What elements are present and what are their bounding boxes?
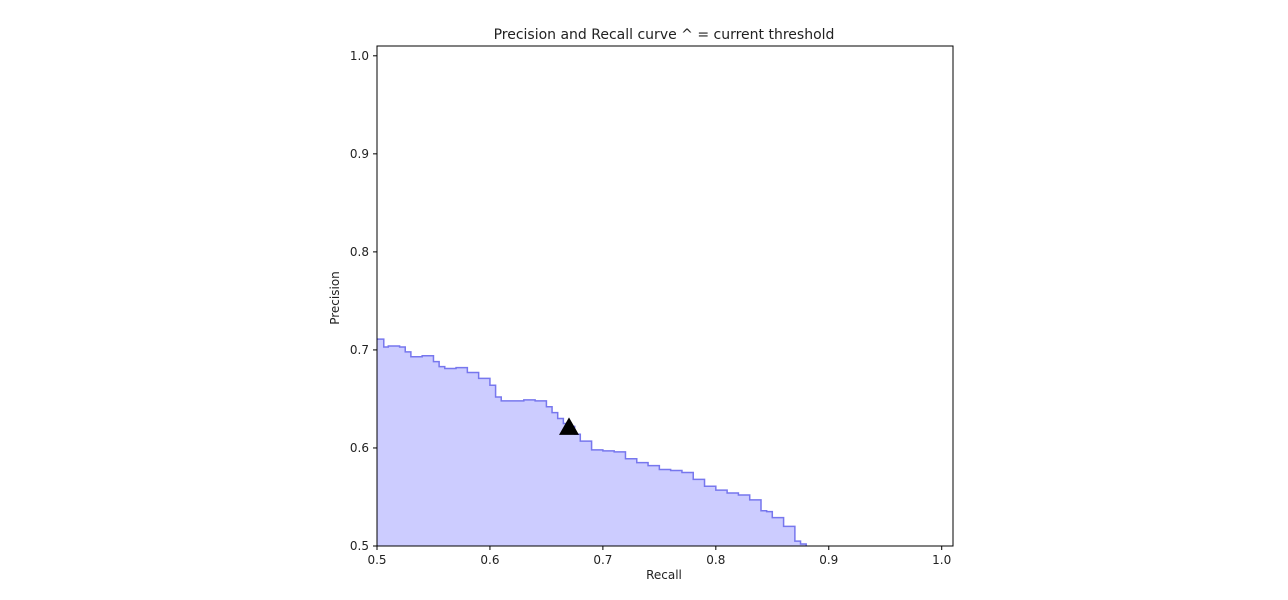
x-tick-label: 1.0 [932,553,951,567]
plot-frame [376,45,954,547]
x-tick-label: 0.9 [819,553,838,567]
y-tick-label: 0.7 [350,343,369,357]
x-tick-label: 0.8 [706,553,725,567]
x-tick-label: 0.7 [593,553,612,567]
x-tick-label: 0.5 [367,553,386,567]
y-tick-label: 1.0 [350,49,369,63]
y-tick-label: 0.9 [350,147,369,161]
y-tick-label: 0.6 [350,441,369,455]
plot-area [377,338,807,546]
y-axis-label: Precision [328,271,342,325]
y-tick-label: 0.8 [350,245,369,259]
precision-recall-curve [377,338,807,546]
x-axis: 0.5 0.6 0.7 0.8 0.9 1.0 [367,546,951,567]
y-tick-label: 0.5 [350,539,369,553]
chart-title: Precision and Recall curve ^ = current t… [494,27,835,43]
current-threshold-marker [559,417,579,435]
x-axis-label: Recall [646,568,682,582]
y-axis: 0.5 0.6 0.7 0.8 0.9 1.0 [350,49,377,553]
x-tick-label: 0.6 [480,553,499,567]
